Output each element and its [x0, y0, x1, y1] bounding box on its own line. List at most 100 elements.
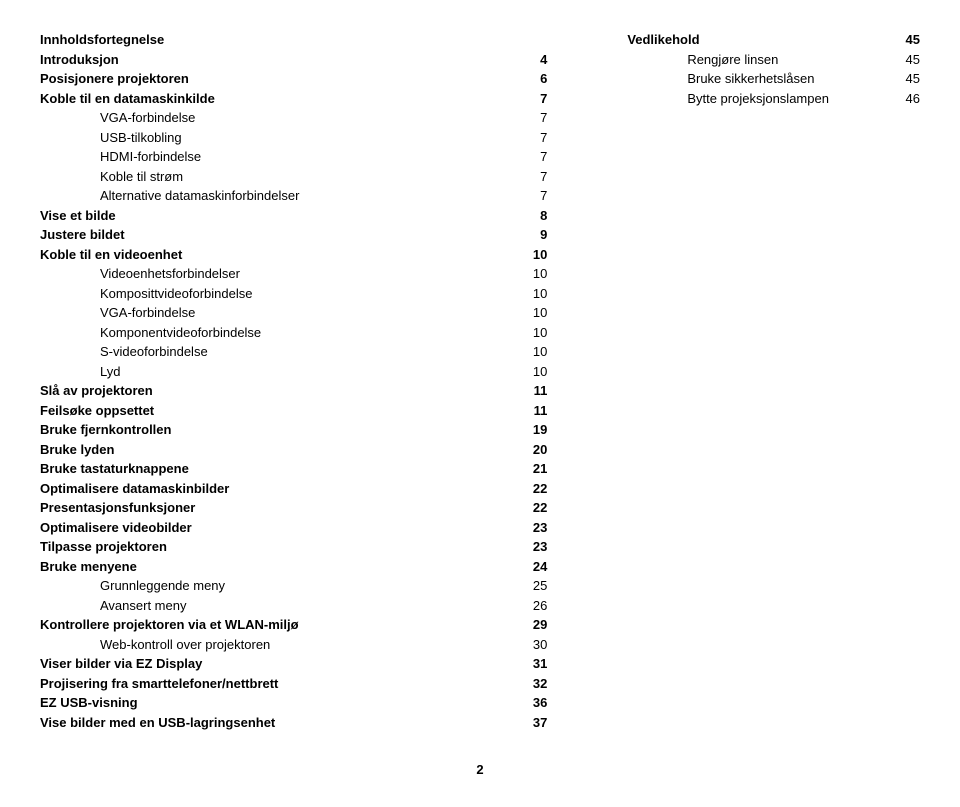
toc-label: Bruke menyene — [40, 557, 517, 577]
toc-page: 10 — [517, 284, 547, 304]
page-number: 2 — [40, 762, 920, 777]
toc-row: Presentasjonsfunksjoner22 — [40, 498, 547, 518]
toc-row: Koble til strøm7 — [40, 167, 547, 187]
toc-page: 25 — [517, 576, 547, 596]
toc-row: VGA-forbindelse7 — [40, 108, 547, 128]
toc-page: 11 — [517, 381, 547, 401]
toc-page: 45 — [890, 30, 920, 50]
toc-page: 10 — [517, 362, 547, 382]
toc-row: Komposittvideoforbindelse10 — [40, 284, 547, 304]
toc-row: Justere bildet9 — [40, 225, 547, 245]
toc-label: Koble til en datamaskinkilde — [40, 89, 517, 109]
toc-row: Vedlikehold45 — [627, 30, 920, 50]
toc-label: Introduksjon — [40, 50, 517, 70]
toc-row: USB-tilkobling7 — [40, 128, 547, 148]
toc-page: 10 — [517, 264, 547, 284]
toc-left-column: Innholdsfortegnelse Introduksjon4Posisjo… — [40, 30, 547, 732]
toc-label: Bytte projeksjonslampen — [627, 89, 890, 109]
toc-label: Vise bilder med en USB-lagringsenhet — [40, 713, 517, 733]
toc-label: Vise et bilde — [40, 206, 517, 226]
toc-page: 10 — [517, 323, 547, 343]
toc-page: 7 — [517, 89, 547, 109]
toc-page: 23 — [517, 537, 547, 557]
toc-row: Web-kontroll over projektoren30 — [40, 635, 547, 655]
toc-label: Tilpasse projektoren — [40, 537, 517, 557]
toc-page: 7 — [517, 108, 547, 128]
toc-page: 20 — [517, 440, 547, 460]
toc-page: 45 — [890, 50, 920, 70]
toc-row: Komponentvideoforbindelse10 — [40, 323, 547, 343]
toc-row: Posisjonere projektoren6 — [40, 69, 547, 89]
toc-page: 10 — [517, 303, 547, 323]
toc-row: EZ USB-visning36 — [40, 693, 547, 713]
toc-page: 4 — [517, 50, 547, 70]
toc-row: Rengjøre linsen45 — [627, 50, 920, 70]
toc-title: Innholdsfortegnelse — [40, 30, 547, 50]
toc-label: VGA-forbindelse — [40, 303, 517, 323]
toc-label: Optimalisere videobilder — [40, 518, 517, 538]
toc-row: Slå av projektoren11 — [40, 381, 547, 401]
toc-title-text: Innholdsfortegnelse — [40, 30, 164, 50]
toc-row: S-videoforbindelse10 — [40, 342, 547, 362]
toc-label: Koble til en videoenhet — [40, 245, 517, 265]
toc-row: Viser bilder via EZ Display31 — [40, 654, 547, 674]
toc-page: 10 — [517, 245, 547, 265]
toc-label: Alternative datamaskinforbindelser — [40, 186, 517, 206]
toc-label: Viser bilder via EZ Display — [40, 654, 517, 674]
toc-row: HDMI-forbindelse7 — [40, 147, 547, 167]
toc-page: 32 — [517, 674, 547, 694]
toc-right-column: Vedlikehold45Rengjøre linsen45Bruke sikk… — [627, 30, 920, 732]
toc-row: Vise et bilde8 — [40, 206, 547, 226]
toc-page: 45 — [890, 69, 920, 89]
toc-label: Komposittvideoforbindelse — [40, 284, 517, 304]
toc-row: Alternative datamaskinforbindelser7 — [40, 186, 547, 206]
toc-label: Justere bildet — [40, 225, 517, 245]
toc-row: Bruke sikkerhetslåsen45 — [627, 69, 920, 89]
toc-page: 22 — [517, 498, 547, 518]
toc-label: Bruke lyden — [40, 440, 517, 460]
toc-label: S-videoforbindelse — [40, 342, 517, 362]
toc-label: Bruke tastaturknappene — [40, 459, 517, 479]
toc-page: 11 — [517, 401, 547, 421]
toc-row: Kontrollere projektoren via et WLAN-milj… — [40, 615, 547, 635]
toc-row: Vise bilder med en USB-lagringsenhet37 — [40, 713, 547, 733]
toc-label: Slå av projektoren — [40, 381, 517, 401]
toc-page: 36 — [517, 693, 547, 713]
toc-page: 7 — [517, 186, 547, 206]
toc-row: Bruke menyene24 — [40, 557, 547, 577]
toc-row: Optimalisere videobilder23 — [40, 518, 547, 538]
toc-label: HDMI-forbindelse — [40, 147, 517, 167]
toc-row: Avansert meny26 — [40, 596, 547, 616]
toc-label: Rengjøre linsen — [627, 50, 890, 70]
toc-page: 21 — [517, 459, 547, 479]
toc-label: Presentasjonsfunksjoner — [40, 498, 517, 518]
toc-page: 6 — [517, 69, 547, 89]
toc-label: Grunnleggende meny — [40, 576, 517, 596]
toc-label: Koble til strøm — [40, 167, 517, 187]
toc-page: 29 — [517, 615, 547, 635]
toc-row: Bruke lyden20 — [40, 440, 547, 460]
toc-label: Avansert meny — [40, 596, 517, 616]
toc-row: Koble til en datamaskinkilde7 — [40, 89, 547, 109]
toc-row: VGA-forbindelse10 — [40, 303, 547, 323]
toc-page: 7 — [517, 128, 547, 148]
toc-label: Lyd — [40, 362, 517, 382]
toc-row: Bytte projeksjonslampen46 — [627, 89, 920, 109]
toc-page: 10 — [517, 342, 547, 362]
toc-label: Web-kontroll over projektoren — [40, 635, 517, 655]
toc-page: 19 — [517, 420, 547, 440]
toc-label: Optimalisere datamaskinbilder — [40, 479, 517, 499]
toc-row: Bruke tastaturknappene21 — [40, 459, 547, 479]
toc-page: 22 — [517, 479, 547, 499]
toc-row: Feilsøke oppsettet11 — [40, 401, 547, 421]
toc-row: Tilpasse projektoren23 — [40, 537, 547, 557]
toc-label: EZ USB-visning — [40, 693, 517, 713]
toc-row: Optimalisere datamaskinbilder22 — [40, 479, 547, 499]
toc-row: Projisering fra smarttelefoner/nettbrett… — [40, 674, 547, 694]
toc-label: Komponentvideoforbindelse — [40, 323, 517, 343]
toc-label: Vedlikehold — [627, 30, 890, 50]
toc-page: 26 — [517, 596, 547, 616]
toc-row: Videoenhetsforbindelser10 — [40, 264, 547, 284]
toc-page: 7 — [517, 147, 547, 167]
toc-label: Bruke sikkerhetslåsen — [627, 69, 890, 89]
